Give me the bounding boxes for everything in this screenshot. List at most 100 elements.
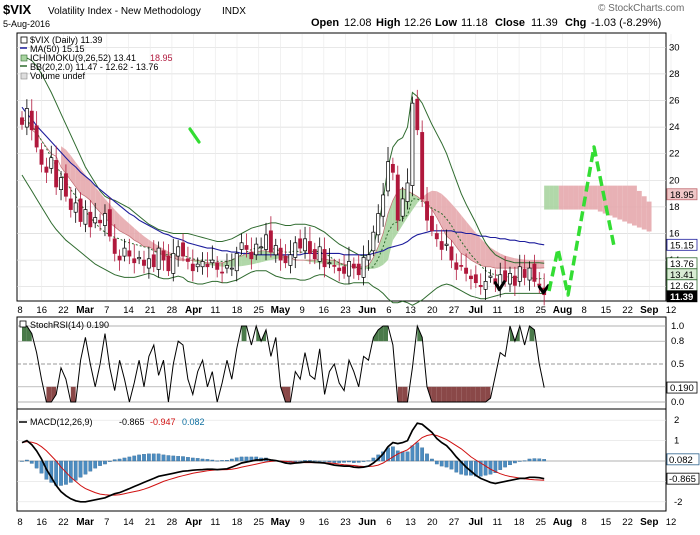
x-tick-label: 11 xyxy=(492,517,502,528)
x-tick-label: 16 xyxy=(319,305,330,316)
cloud-segment xyxy=(417,196,423,204)
macd-legend: MACD(12,26,9) -0.865 -0.947 0.082 xyxy=(19,417,205,427)
ichimoku-legend-value2: 18.95 xyxy=(150,53,173,63)
candle-body xyxy=(34,125,39,148)
cloud-segment xyxy=(573,185,579,210)
candle-body xyxy=(327,262,332,265)
cloud-segment xyxy=(475,232,481,266)
macd-histogram-bar xyxy=(430,458,434,462)
candle-body xyxy=(356,263,361,276)
candle-body xyxy=(205,263,210,268)
candle-body xyxy=(522,269,527,278)
candle-body xyxy=(112,238,117,254)
x-tick-label: 18 xyxy=(232,305,243,316)
macd-histogram-bar xyxy=(513,460,517,464)
macd-histogram-bar xyxy=(493,460,498,473)
candle-body xyxy=(59,177,63,190)
x-tick-label: Jun xyxy=(358,517,376,528)
price-tick-label: 30 xyxy=(669,42,680,53)
macd-histogram-bar xyxy=(420,447,425,462)
candle-body xyxy=(454,262,459,270)
stochrsi-panel-frame xyxy=(16,316,667,410)
cloud-segment xyxy=(388,200,393,260)
macd-histogram-bar xyxy=(83,460,88,475)
macd-histogram-bar xyxy=(112,459,117,462)
cloud-segment xyxy=(490,247,496,269)
price-value-text: 18.95 xyxy=(670,190,694,201)
macd-histogram-bar xyxy=(537,458,542,462)
x-tick-label: Aug xyxy=(553,517,572,528)
macd-histogram-bar xyxy=(395,450,400,462)
x-tick-label: Mar xyxy=(76,517,94,528)
stochrsi-overbought-fill xyxy=(22,326,27,342)
cloud-segment xyxy=(646,201,652,232)
candle-body xyxy=(249,251,254,260)
cloud-segment xyxy=(544,185,550,210)
candle-body xyxy=(181,242,185,257)
candle-body xyxy=(434,233,439,240)
macd-value-tag xyxy=(666,472,700,485)
bb-legend-text: BB(20,2.0) 11.47 - 12.62 - 13.76 xyxy=(30,62,158,72)
x-tick-label: 14 xyxy=(123,517,134,528)
candle-body xyxy=(142,259,146,266)
x-tick-label: 11 xyxy=(210,305,220,316)
cloud-segment xyxy=(636,190,642,228)
bottom-check-mark xyxy=(537,284,550,295)
macd-y-axis: -2-10120.082-0.865 xyxy=(666,415,700,508)
ichimoku-legend-swatch xyxy=(20,54,28,62)
chg-value: -1.03 (-8.29%) xyxy=(591,17,661,29)
stochrsi-oversold-fill xyxy=(470,386,476,402)
macd-histogram-bar xyxy=(254,456,259,462)
macd-histogram-bar xyxy=(425,453,429,462)
macd-histogram-bar xyxy=(503,460,507,468)
instrument-name: Volatility Index - New Methodology xyxy=(48,6,201,17)
x-tick-label: 27 xyxy=(449,517,460,528)
macd-histogram-bar xyxy=(542,459,547,462)
macd-histogram-bar xyxy=(308,460,312,462)
candle-body xyxy=(210,259,215,264)
x-tick-label: 8 xyxy=(582,517,587,528)
cloud-segment xyxy=(524,259,530,269)
x-tick-label: 16 xyxy=(36,517,47,528)
macd-histogram-bar xyxy=(483,460,488,476)
stochrsi-oversold-fill xyxy=(285,386,291,402)
macd-histogram-bar xyxy=(522,460,527,462)
cloud-segment xyxy=(539,260,545,269)
stochrsi-value-tag xyxy=(666,381,698,394)
candle-body xyxy=(527,267,532,281)
cloud-segment xyxy=(65,149,71,181)
candle-body xyxy=(215,262,220,270)
stochrsi-oversold-fill xyxy=(466,386,471,402)
macd-histogram-bar xyxy=(303,460,307,462)
x-tick-label: 11 xyxy=(492,305,502,316)
cloud-segment xyxy=(144,236,149,247)
stochrsi-overbought-fill xyxy=(26,326,32,342)
price-legend-swatch xyxy=(20,36,28,44)
candle-body xyxy=(103,213,107,226)
candle-body xyxy=(244,245,249,250)
candle-body xyxy=(127,250,132,257)
candle-body xyxy=(537,283,542,286)
x-tick-label: 13 xyxy=(405,305,416,316)
cloud-segment xyxy=(466,221,471,261)
cloud-segment xyxy=(480,238,486,267)
macd-histogram-bar xyxy=(195,458,200,462)
macd-histogram-bar xyxy=(200,458,205,462)
x-tick-label: 18 xyxy=(514,517,525,528)
cloud-segment xyxy=(431,190,437,218)
cloud-segment xyxy=(436,191,442,227)
macd-histogram-bar xyxy=(186,457,190,462)
price-tick-label: 28 xyxy=(669,69,680,80)
stochrsi-tick-label: 1.0 xyxy=(671,321,684,332)
candle-body xyxy=(20,117,24,125)
bollinger-bands xyxy=(21,57,545,306)
macd-histogram-bar xyxy=(415,442,420,462)
x-tick-label: 16 xyxy=(319,517,330,528)
candle-body xyxy=(312,249,317,260)
x-tick-label: 25 xyxy=(253,305,264,316)
x-tick-label: Jul xyxy=(468,305,483,316)
price-legend-text: $VIX (Daily) 11.39 xyxy=(30,35,102,45)
candle-body xyxy=(190,263,195,272)
candle-body xyxy=(473,274,478,284)
candle-body xyxy=(44,166,49,173)
